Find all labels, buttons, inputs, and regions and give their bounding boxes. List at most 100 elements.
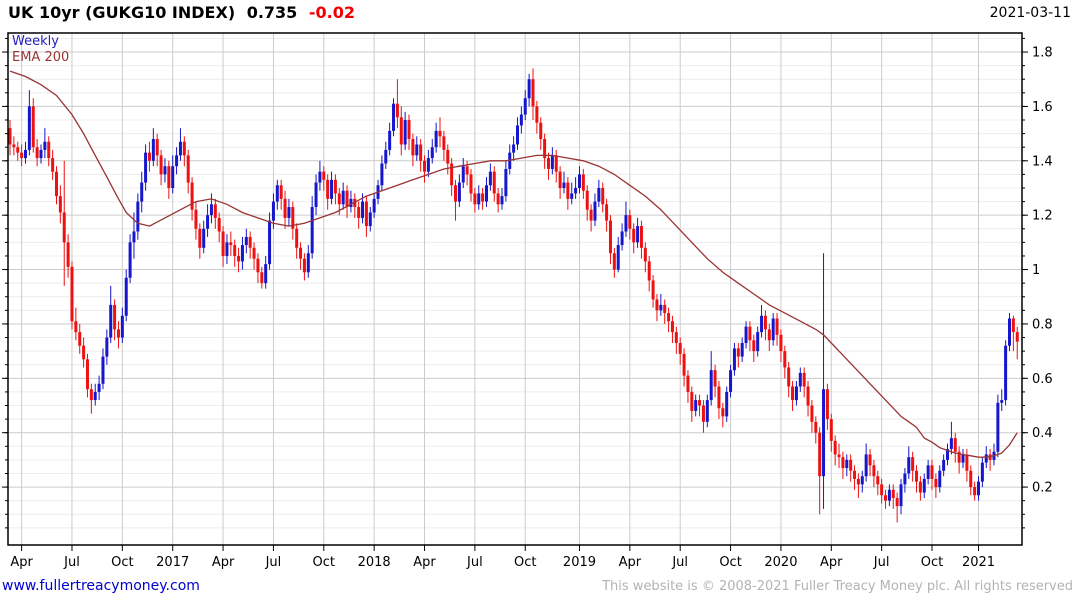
candle-body [229,242,233,246]
candle-body [140,182,144,202]
candle-body [454,185,458,202]
candle-body [434,130,438,148]
candle-body [450,163,454,186]
candle-body [283,198,287,218]
change-value: -0.02 [308,3,356,22]
candle-body [423,160,427,172]
candle-body [345,190,349,208]
x-axis-label: Jul [671,555,688,570]
x-axis-label: Oct [514,555,536,570]
candle-body [837,454,841,458]
candle-body [89,389,93,401]
candle-body [729,370,733,392]
website-link[interactable]: www.fullertreacymoney.com [2,578,200,594]
candle-body [12,144,16,148]
candle-body [709,370,713,401]
candle-body [787,367,791,387]
y-axis-label: 1.6 [1032,100,1053,115]
candle-body [182,141,186,156]
y-axis-label: 0.2 [1032,481,1053,496]
candle-body [926,465,930,479]
candle-body [1007,318,1011,346]
candle-body [523,98,527,115]
x-axis-label: Jul [466,555,483,570]
candle-body [860,476,864,485]
candle-body [159,155,163,175]
candle-body [190,182,194,210]
candle-body [833,440,837,455]
candle-body [752,340,756,352]
candle-body [35,147,39,159]
y-axis-label: 1.8 [1032,46,1053,61]
candle-body [612,253,616,270]
candle-body [845,459,849,469]
candle-body [178,141,182,156]
y-axis-label: 1.4 [1032,154,1053,169]
y-axis-label: 0.4 [1032,426,1053,441]
candle-body [167,166,171,188]
candle-body [531,79,535,107]
candle-body [539,122,543,140]
candle-body [725,391,729,417]
ema-line [9,70,1018,458]
candle-body [535,106,539,123]
candle-body [543,139,547,159]
chart-title: UK 10yr (GUKG10 INDEX) 0.735 -0.02 [8,3,355,22]
candle-body [589,209,593,221]
ema-legend-label: EMA 200 [12,50,70,65]
candle-body [221,231,225,256]
candle-body [318,171,322,183]
candle-body [492,171,496,194]
chart-date: 2021-03-11 [989,5,1071,21]
candle-body [853,470,857,479]
candle-body [101,356,105,384]
candle-body [93,391,97,401]
x-axis-label: Apr [10,555,33,570]
candle-body [333,179,337,194]
candle-body [756,332,760,352]
candle-body [372,198,376,213]
candle-body [566,182,570,199]
candle-body [802,372,806,387]
candle-body [419,144,423,161]
last-value: 0.735 [246,3,298,22]
candle-body [639,226,643,248]
plot-frame [7,32,1023,546]
candle-body [256,258,260,273]
candle-body [54,171,58,197]
candle-body [477,193,481,205]
x-axis-label: Oct [719,555,741,570]
candle-body [783,351,787,368]
candle-body [326,179,330,199]
candle-body [911,457,915,471]
candle-body [512,144,516,153]
candle-body [260,272,264,284]
candle-body [430,147,434,159]
candle-body [825,389,829,420]
candle-body [473,193,477,205]
candle-body [822,389,826,477]
candle-body [136,201,140,232]
candle-body [175,155,179,167]
candle-body [66,242,70,267]
candle-body [519,114,523,126]
candle-body [977,481,980,496]
candle-body [872,465,876,477]
candle-body [608,220,612,254]
candle-body [810,405,814,422]
candle-body [171,166,175,188]
candle-body [895,497,899,507]
candle-body [907,457,911,474]
candle-body [570,193,574,199]
candle-body [407,120,411,140]
candle-body [740,342,744,357]
candle-body [682,353,686,376]
candle-body [368,212,372,227]
x-axis-label: Oct [921,555,943,570]
candle-body [442,136,446,150]
candle-body [779,334,783,352]
candle-body [62,212,66,243]
candle-body [748,326,752,341]
candle-body [481,193,485,202]
